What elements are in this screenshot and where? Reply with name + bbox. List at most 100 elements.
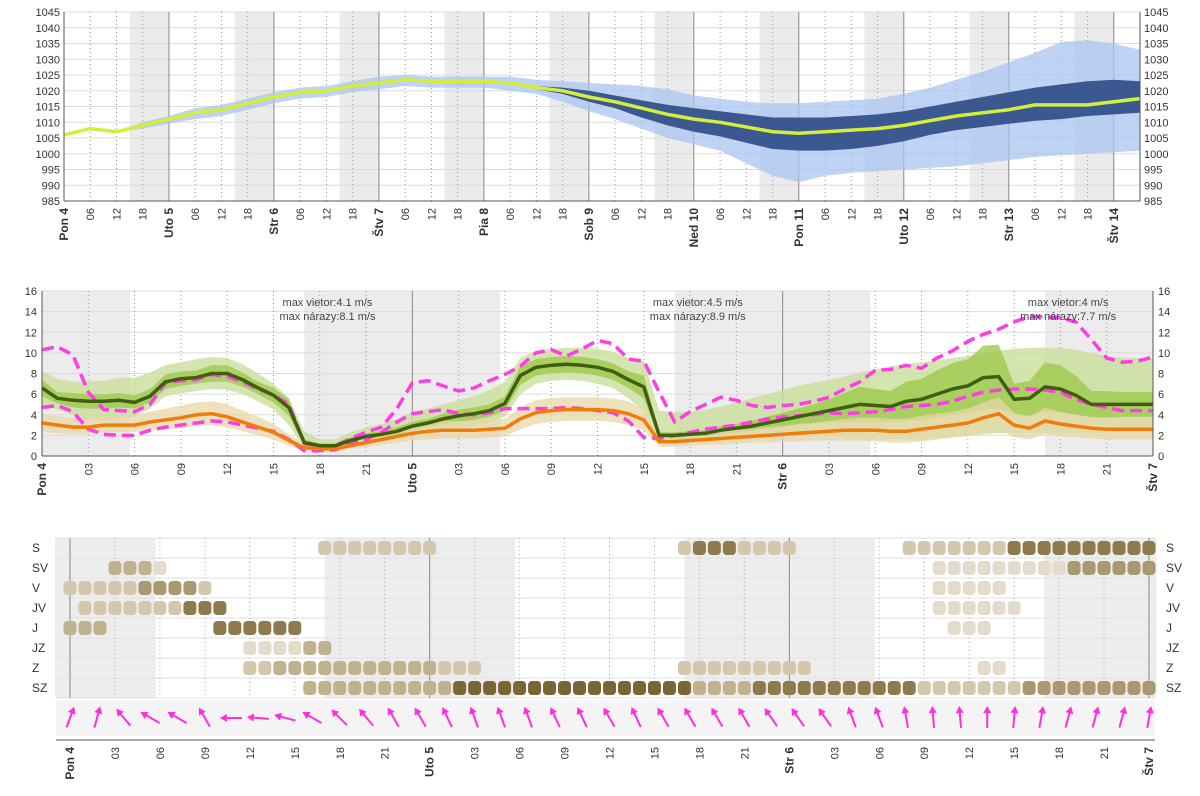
wind-arrow-icon — [818, 708, 832, 727]
hour-label: 06 — [820, 208, 832, 220]
direction-row-label: SZ — [32, 681, 47, 695]
direction-frequency-cell — [198, 581, 212, 595]
direction-frequency-cell — [303, 661, 317, 675]
direction-frequency-cell — [108, 581, 122, 595]
hour-label: 06 — [500, 463, 512, 475]
hour-label: 06 — [874, 747, 886, 759]
direction-frequency-cell — [378, 661, 392, 675]
hour-label: 12 — [846, 208, 858, 220]
arrow-head — [246, 713, 255, 722]
hour-label: 18 — [453, 208, 465, 220]
direction-frequency-cell — [123, 601, 137, 615]
wind-arrow-icon — [246, 713, 269, 722]
y-tick-label-right: 1020 — [1144, 86, 1168, 98]
arrow-head — [1065, 706, 1074, 715]
direction-frequency-cell — [348, 661, 362, 675]
arrow-head — [67, 706, 76, 715]
direction-frequency-cell — [243, 661, 257, 675]
direction-row-label: JZ — [32, 641, 45, 655]
arrow-head — [1038, 706, 1046, 714]
arrow-head — [711, 707, 719, 716]
direction-frequency-cell — [767, 681, 781, 695]
direction-frequency-cell — [932, 541, 946, 555]
wind-arrow-icon — [331, 709, 348, 726]
direction-frequency-cell — [378, 541, 392, 555]
direction-frequency-cell — [318, 641, 332, 655]
hour-label: 15 — [1009, 463, 1021, 475]
y-tick-label: 16 — [25, 286, 37, 298]
direction-frequency-cell — [513, 681, 527, 695]
hour-label: 06 — [715, 208, 727, 220]
arrow-head — [219, 714, 227, 722]
direction-frequency-cell — [962, 581, 976, 595]
hour-label: 06 — [85, 208, 97, 220]
direction-row-label-right: V — [1166, 581, 1174, 595]
direction-frequency-cell — [138, 561, 152, 575]
hour-label: 12 — [593, 463, 605, 475]
direction-frequency-cell — [692, 681, 706, 695]
direction-frequency-cell — [393, 541, 407, 555]
day-label: Pon 4 — [35, 463, 49, 496]
direction-frequency-cell — [258, 661, 272, 675]
direction-frequency-cell — [78, 581, 92, 595]
hour-label: 06 — [925, 208, 937, 220]
direction-frequency-cell — [947, 541, 961, 555]
direction-frequency-cell — [887, 681, 901, 695]
direction-frequency-cell — [78, 621, 92, 635]
direction-frequency-cell — [588, 681, 602, 695]
y-tick-label: 0 — [31, 451, 37, 463]
direction-frequency-cell — [453, 681, 467, 695]
direction-frequency-cell — [288, 661, 302, 675]
arrow-head — [274, 712, 283, 721]
mean-pressure-line — [63, 77, 1141, 137]
direction-frequency-cell — [303, 641, 317, 655]
arrow-head — [523, 706, 531, 715]
day-label: Štv 7 — [1145, 463, 1160, 492]
direction-frequency-cell — [573, 681, 587, 695]
arrow-head — [441, 707, 450, 716]
wind-arrow-icon — [219, 714, 242, 722]
direction-frequency-cell — [258, 621, 272, 635]
arrow-head — [791, 708, 799, 717]
direction-frequency-cell — [917, 681, 931, 695]
hour-label: 18 — [348, 208, 360, 220]
direction-frequency-cell — [423, 661, 437, 675]
arrow-head — [657, 707, 665, 716]
direction-frequency-cell — [947, 581, 961, 595]
direction-frequency-cell — [992, 601, 1006, 615]
hour-label: 12 — [963, 463, 975, 475]
arrow-head — [901, 706, 910, 714]
hour-label: 18 — [243, 208, 255, 220]
wind-arrow-icon — [116, 708, 132, 727]
direction-frequency-cell — [363, 681, 377, 695]
direction-frequency-cell — [722, 661, 736, 675]
hour-label: 21 — [380, 747, 392, 759]
wind-arrow-icon — [603, 707, 616, 728]
direction-frequency-cell — [1007, 561, 1021, 575]
direction-frequency-cell — [108, 561, 122, 575]
y-tick-label-right: 1045 — [1144, 7, 1168, 19]
direction-frequency-cell — [947, 561, 961, 575]
direction-frequency-cell — [423, 681, 437, 695]
max-gust-annotation: max nárazy:8.1 m/s — [279, 311, 375, 323]
y-tick-label-right: 985 — [1144, 196, 1162, 208]
y-tick-label: 1005 — [36, 133, 60, 145]
wind-arrow-icon — [93, 706, 103, 728]
direction-frequency-cell — [288, 621, 302, 635]
y-tick-label-right: 12 — [1158, 327, 1170, 339]
direction-frequency-cell — [63, 621, 77, 635]
direction-frequency-cell — [213, 621, 227, 635]
arrow-head — [630, 707, 639, 716]
hour-label: 18 — [558, 208, 570, 220]
direction-frequency-cell — [1037, 541, 1051, 555]
wind-arrow-icon — [198, 707, 211, 728]
direction-frequency-cell — [1037, 681, 1051, 695]
arrow-head — [684, 707, 692, 716]
wind-arrow-icon — [955, 706, 964, 729]
direction-frequency-cell — [1022, 541, 1036, 555]
direction-frequency-cell — [737, 681, 751, 695]
direction-frequency-cell — [438, 681, 452, 695]
day-label: Uto 5 — [162, 208, 176, 238]
direction-frequency-cell — [977, 661, 991, 675]
